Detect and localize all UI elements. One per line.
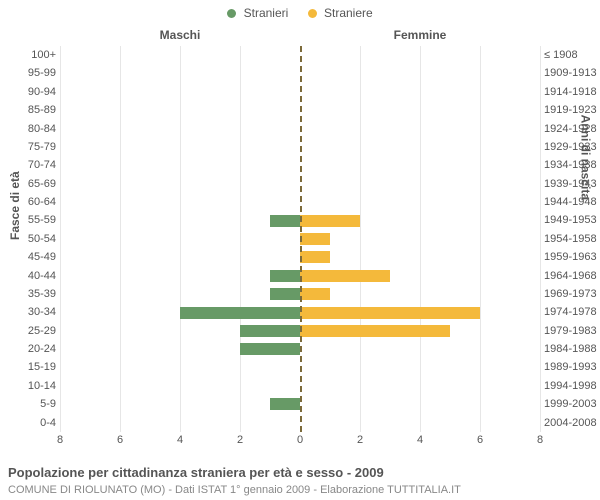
x-tick: 6 [477,434,483,446]
center-line [300,46,302,432]
year-label: 1929-1933 [544,138,600,156]
year-label: 1959-1963 [544,248,600,266]
panel-title-left: Maschi [60,28,300,42]
legend-label-m: Stranieri [244,6,289,20]
age-label: 15-19 [6,358,56,376]
bar-male [270,270,300,282]
chart-container: Stranieri Straniere Maschi Femmine Fasce… [0,0,600,500]
bar-female [300,215,360,227]
panel-title-right: Femmine [300,28,540,42]
x-tick: 6 [117,434,123,446]
age-label: 55-59 [6,211,56,229]
year-label: 2004-2008 [544,414,600,432]
year-label: ≤ 1908 [544,46,600,64]
age-label: 45-49 [6,248,56,266]
age-label: 50-54 [6,230,56,248]
legend-swatch-f [308,9,317,18]
bar-male [270,288,300,300]
chart-title: Popolazione per cittadinanza straniera p… [8,465,384,480]
age-label: 25-29 [6,322,56,340]
age-label: 20-24 [6,340,56,358]
year-label: 1949-1953 [544,211,600,229]
age-label: 70-74 [6,156,56,174]
age-label: 80-84 [6,120,56,138]
x-tick: 0 [297,434,303,446]
age-label: 65-69 [6,175,56,193]
age-label: 100+ [6,46,56,64]
legend-item-stranieri: Stranieri [227,6,288,20]
age-label: 5-9 [6,395,56,413]
bar-female [300,325,450,337]
year-label: 1954-1958 [544,230,600,248]
age-label: 30-34 [6,303,56,321]
bar-male [180,307,300,319]
year-label: 1999-2003 [544,395,600,413]
year-label: 1984-1988 [544,340,600,358]
age-label: 90-94 [6,83,56,101]
year-label: 1994-1998 [544,377,600,395]
year-label: 1989-1993 [544,358,600,376]
bar-female [300,251,330,263]
bar-male [270,215,300,227]
x-tick: 8 [57,434,63,446]
year-label: 1979-1983 [544,322,600,340]
legend: Stranieri Straniere [0,0,600,20]
bar-male [240,325,300,337]
year-label: 1939-1943 [544,175,600,193]
bar-male [240,343,300,355]
year-label: 1944-1948 [544,193,600,211]
year-label: 1934-1938 [544,156,600,174]
x-tick: 2 [237,434,243,446]
age-label: 35-39 [6,285,56,303]
year-label: 1974-1978 [544,303,600,321]
x-tick: 8 [537,434,543,446]
age-label: 40-44 [6,267,56,285]
x-tick: 4 [177,434,183,446]
year-label: 1924-1928 [544,120,600,138]
year-label: 1969-1973 [544,285,600,303]
bar-female [300,307,480,319]
grid-line [540,46,541,432]
age-label: 85-89 [6,101,56,119]
bar-male [270,398,300,410]
age-label: 0-4 [6,414,56,432]
year-label: 1964-1968 [544,267,600,285]
age-label: 10-14 [6,377,56,395]
year-label: 1914-1918 [544,83,600,101]
age-label: 95-99 [6,64,56,82]
age-label: 60-64 [6,193,56,211]
x-tick: 4 [417,434,423,446]
legend-swatch-m [227,9,236,18]
chart-subtitle: COMUNE DI RIOLUNATO (MO) - Dati ISTAT 1°… [8,484,461,496]
bar-female [300,233,330,245]
chart-plot-area: 100+≤ 190895-991909-191390-941914-191885… [60,46,540,432]
x-tick: 2 [357,434,363,446]
bar-female [300,270,390,282]
year-label: 1909-1913 [544,64,600,82]
age-label: 75-79 [6,138,56,156]
legend-item-straniere: Straniere [308,6,373,20]
bar-female [300,288,330,300]
legend-label-f: Straniere [324,6,373,20]
year-label: 1919-1923 [544,101,600,119]
